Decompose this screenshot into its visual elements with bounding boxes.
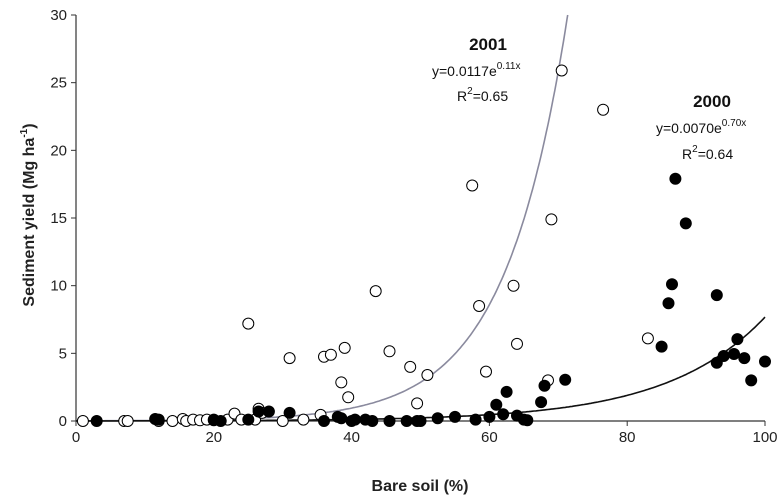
point-2000	[414, 415, 427, 427]
point-2000	[483, 410, 496, 423]
point-2000	[538, 379, 551, 392]
point-2000	[662, 297, 675, 310]
y-tick-label: 5	[59, 345, 67, 362]
point-2000	[738, 352, 751, 365]
annotation-2000-r2: R2=0.64	[682, 144, 733, 162]
point-2001	[342, 391, 355, 404]
point-2001	[545, 213, 558, 226]
annotation-2001-equation: y=0.0117e0.11x	[432, 61, 520, 79]
x-ticks: 0 20 40 60 80 100	[72, 421, 778, 446]
point-2000	[431, 412, 444, 425]
x-tick-label: 20	[205, 429, 222, 446]
point-2001	[297, 413, 310, 426]
fit-curves	[76, 14, 766, 422]
point-2000	[717, 350, 730, 362]
point-2001	[411, 397, 424, 410]
axes	[75, 15, 765, 422]
y-tick-label: 30	[50, 7, 67, 24]
data-points	[76, 64, 771, 427]
point-2001	[338, 341, 351, 354]
point-2001	[421, 369, 434, 381]
point-2000	[500, 385, 513, 398]
x-tick-label: 60	[481, 429, 498, 446]
y-axis-title: Sediment yield (Mg ha-1)	[19, 123, 38, 306]
point-2001	[473, 300, 486, 312]
point-2000	[559, 373, 572, 386]
point-2001	[276, 415, 289, 427]
y-tick-label: 20	[50, 142, 67, 159]
point-2001	[335, 376, 348, 389]
annotation-2000-equation: y=0.0070e0.70x	[656, 118, 746, 136]
point-2000	[490, 398, 503, 411]
x-axis-title: Bare soil (%)	[372, 478, 469, 495]
point-2001	[324, 348, 337, 361]
point-2001	[383, 345, 396, 358]
y-tick-label: 25	[50, 75, 67, 92]
point-2001	[466, 179, 479, 192]
point-2001	[511, 337, 523, 350]
y-axis-title-main: Sediment yield (Mg ha	[21, 138, 38, 307]
point-2000	[535, 396, 548, 409]
point-2001	[76, 415, 89, 427]
point-2000	[710, 289, 723, 302]
point-2000	[349, 413, 361, 426]
y-ticks: 0 5 10 15 20 25 30	[50, 7, 76, 430]
annotation-2001-year: 2001	[469, 35, 507, 54]
point-2000	[90, 415, 103, 427]
point-2000	[449, 410, 461, 423]
y-tick-label: 15	[50, 210, 67, 227]
point-2000	[497, 408, 510, 421]
point-2001	[242, 317, 255, 330]
x-tick-label: 40	[343, 429, 360, 446]
point-2000	[521, 414, 534, 427]
point-2001	[641, 332, 654, 345]
annotation-2001: 2001 y=0.0117e0.11x R2=0.65	[432, 35, 520, 104]
point-2001	[507, 279, 520, 292]
point-2000	[152, 413, 165, 426]
annotation-2000: 2000 y=0.0070e0.70x R2=0.64	[656, 92, 746, 162]
point-2000	[666, 278, 678, 291]
annotation-2000-year: 2000	[693, 92, 731, 111]
point-2000	[214, 415, 227, 427]
point-2000	[252, 405, 265, 418]
annotation-2001-r2: R2=0.65	[457, 86, 508, 104]
y-tick-label: 0	[59, 413, 67, 430]
point-2000	[728, 348, 740, 360]
point-2000	[669, 172, 682, 185]
point-2001	[480, 365, 492, 378]
x-tick-label: 80	[619, 429, 636, 446]
point-2000	[283, 406, 296, 419]
point-2001	[166, 415, 179, 427]
y-tick-label: 10	[50, 278, 67, 295]
y-axis-title-sup: -1	[19, 128, 30, 137]
point-2000	[335, 412, 348, 425]
x-tick-label: 100	[752, 429, 777, 446]
point-2000	[318, 415, 330, 427]
y-axis-title-close: )	[21, 123, 38, 128]
point-2001	[121, 415, 134, 427]
point-2000	[759, 355, 771, 368]
point-2000	[655, 340, 668, 353]
point-2000	[469, 413, 482, 426]
point-2001	[404, 360, 417, 373]
x-tick-label: 0	[72, 429, 80, 446]
point-2001	[555, 64, 568, 77]
point-2000	[745, 374, 758, 387]
point-2001	[283, 352, 296, 365]
point-2001	[369, 285, 382, 298]
point-2000	[366, 415, 379, 427]
point-2000	[679, 217, 692, 230]
point-2001	[597, 103, 610, 116]
point-2000	[262, 405, 275, 418]
point-2000	[242, 413, 255, 426]
point-2000	[400, 415, 413, 427]
point-2000	[731, 333, 744, 346]
point-2000	[383, 415, 396, 427]
